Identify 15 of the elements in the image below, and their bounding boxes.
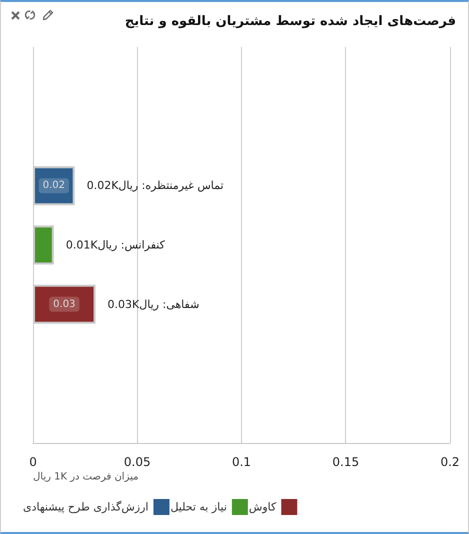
x-tick-label: 0.15	[332, 455, 360, 469]
x-tick-label: 0.1	[232, 455, 252, 469]
data-label: 0.03	[53, 298, 76, 310]
x-tick-label: 0.2	[440, 455, 460, 469]
legend-label: کاوش	[248, 500, 277, 514]
x-axis-title: میزان فرصت در 1K ریال	[33, 472, 138, 482]
x-tick-label: 0.05	[124, 455, 151, 469]
legend-label: ارزش‌گذاری طرح پیشنهادی	[22, 500, 148, 514]
annotation: کنفرانس: ریال0.01K	[66, 238, 166, 252]
annotation: شفاهی: ریال0.03K	[108, 298, 200, 311]
annotation: تماس غیرمنتظره: ریال0.02K	[86, 179, 224, 192]
data-label: 0.02	[42, 180, 65, 192]
x-tick-label: 0	[29, 455, 37, 469]
legend-label: نیاز به تحلیل	[170, 500, 227, 514]
chart-title: فرصت‌های ایجاد شده توسط مشتریان بالقوه و نتایج	[124, 14, 456, 29]
